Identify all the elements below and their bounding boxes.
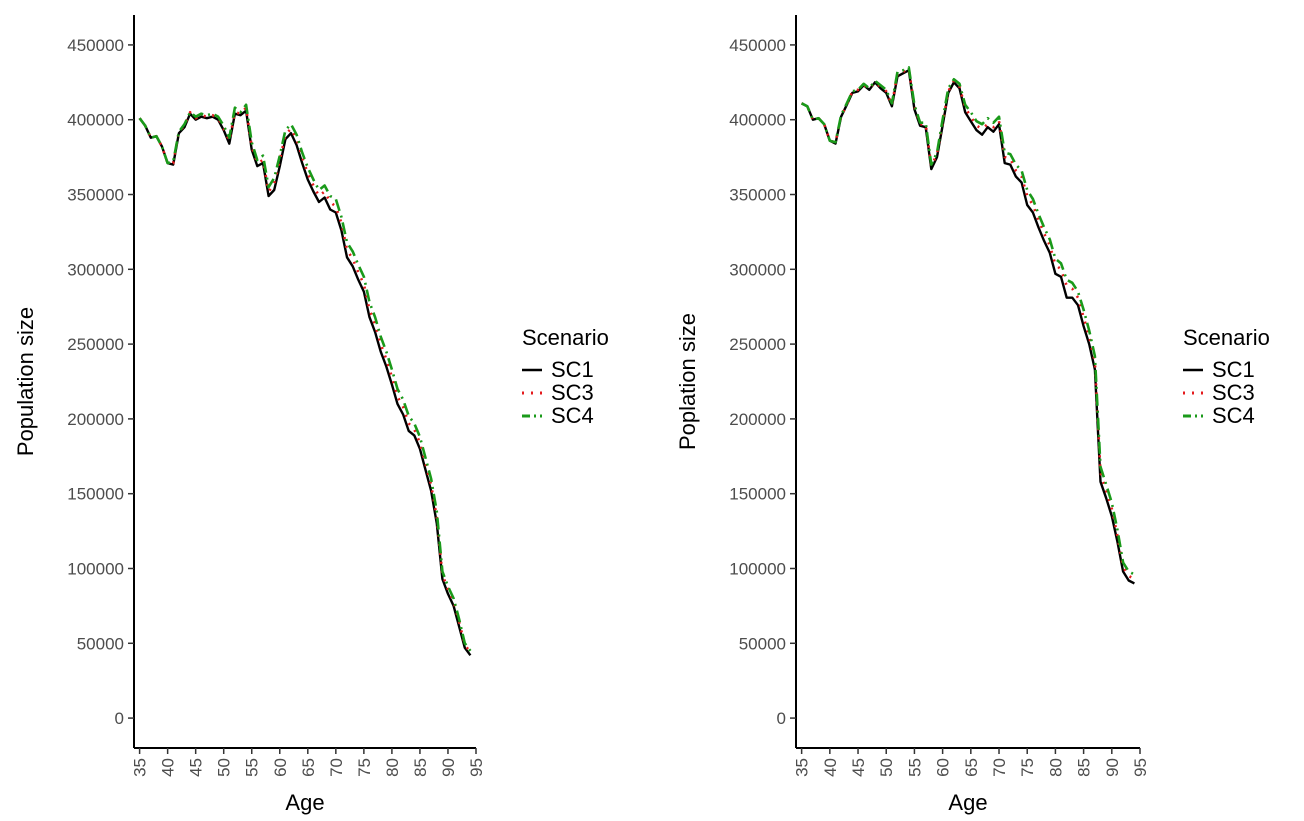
legend-label-sc3: SC3 (551, 380, 594, 405)
legend-title: Scenario (522, 325, 609, 350)
y-tick-label: 400000 (729, 111, 786, 130)
x-tick-label: 60 (271, 758, 290, 777)
x-tick-label: 85 (1075, 758, 1094, 777)
y-tick-label: 350000 (729, 186, 786, 205)
y-tick-label: 200000 (729, 410, 786, 429)
y-tick-label: 300000 (67, 260, 124, 279)
x-tick-label: 90 (1103, 758, 1122, 777)
legend-title: Scenario (1183, 325, 1270, 350)
legend-label-sc1: SC1 (1212, 357, 1255, 382)
x-tick-label: 45 (849, 758, 868, 777)
x-tick-label: 75 (355, 758, 374, 777)
x-tick-label: 95 (1131, 758, 1150, 777)
series-line-sc4 (138, 103, 472, 652)
x-tick-label: 90 (439, 758, 458, 777)
y-tick-label: 300000 (729, 260, 786, 279)
y-tick-label: 400000 (67, 111, 124, 130)
x-tick-label: 40 (821, 758, 840, 777)
legend-label-sc3: SC3 (1212, 380, 1255, 405)
series-line-sc4 (800, 66, 1136, 576)
x-tick-label: 75 (1018, 758, 1037, 777)
x-axis-title: Age (948, 790, 987, 815)
y-tick-label: 150000 (67, 485, 124, 504)
series-line-sc1 (138, 109, 472, 657)
y-tick-label: 200000 (67, 410, 124, 429)
y-tick-label: 0 (777, 709, 786, 728)
x-tick-label: 70 (327, 758, 346, 777)
x-tick-label: 50 (215, 758, 234, 777)
legend-label-sc4: SC4 (1212, 403, 1255, 428)
y-tick-label: 50000 (77, 634, 124, 653)
x-tick-label: 95 (467, 758, 486, 777)
y-tick-label: 350000 (67, 186, 124, 205)
series-line-sc3 (138, 106, 472, 654)
x-tick-label: 35 (793, 758, 812, 777)
x-tick-label: 55 (243, 758, 262, 777)
x-tick-label: 85 (411, 758, 430, 777)
y-tick-label: 250000 (67, 335, 124, 354)
y-tick-label: 150000 (729, 485, 786, 504)
y-tick-label: 100000 (729, 559, 786, 578)
y-tick-label: 100000 (67, 559, 124, 578)
x-tick-label: 45 (187, 758, 206, 777)
y-tick-label: 450000 (729, 36, 786, 55)
legend-label-sc4: SC4 (551, 403, 594, 428)
chart-panel-left: 0 50000 100000 150000 200000 250000 300000 3500… (13, 15, 609, 815)
x-tick-label: 40 (159, 758, 178, 777)
x-tick-label: 70 (990, 758, 1009, 777)
y-axis-title: Population size (13, 307, 38, 456)
series-line-sc1 (801, 69, 1135, 585)
y-tick-label: 0 (115, 709, 124, 728)
x-tick-label: 65 (299, 758, 318, 777)
x-tick-label: 65 (962, 758, 981, 777)
x-tick-label: 50 (877, 758, 896, 777)
x-tick-label: 80 (383, 758, 402, 777)
y-axis-title: Poplation size (675, 313, 700, 450)
x-tick-label: 60 (934, 758, 953, 777)
y-tick-label: 250000 (729, 335, 786, 354)
chart-panel-right: 0 50000 100000 150000 200000 250000 300000 3500… (675, 15, 1270, 815)
x-tick-label: 80 (1046, 758, 1065, 777)
x-tick-label: 35 (131, 758, 150, 777)
y-tick-label: 50000 (739, 634, 786, 653)
series-line-sc3 (800, 67, 1136, 581)
x-axis-title: Age (285, 790, 324, 815)
legend-label-sc1: SC1 (551, 357, 594, 382)
y-tick-label: 450000 (67, 36, 124, 55)
x-tick-label: 55 (905, 758, 924, 777)
